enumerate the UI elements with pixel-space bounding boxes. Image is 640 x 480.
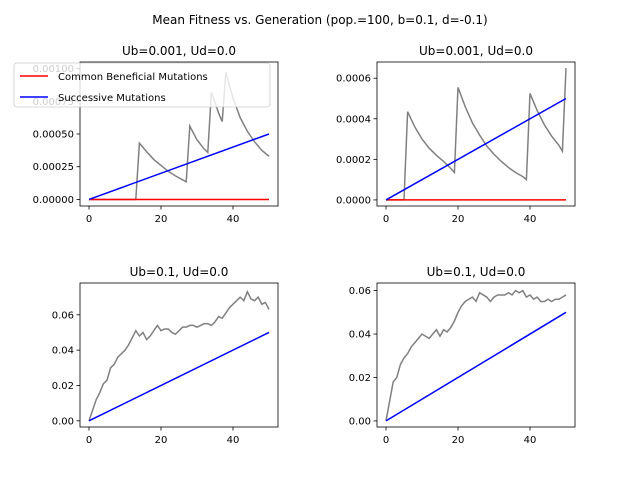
y-tick-label: 0.04 bbox=[52, 346, 74, 357]
plot-title: Ub=0.001, Ud=0.0 bbox=[419, 44, 533, 58]
y-tick-label: 0.06 bbox=[52, 310, 74, 321]
plot-title: Ub=0.001, Ud=0.0 bbox=[122, 44, 236, 58]
x-tick-label: 40 bbox=[227, 435, 240, 446]
axes-frame bbox=[376, 282, 576, 428]
plot-2: Ub=0.001, Ud=0.0 0 20 40 0.0000 0.0002 0.0004 0… bbox=[336, 44, 576, 225]
x-tick-label: 20 bbox=[452, 214, 465, 225]
x-tick-label: 20 bbox=[155, 435, 168, 446]
mean-fitness-line bbox=[385, 289, 567, 422]
legend-label: Successive Mutations bbox=[58, 93, 166, 104]
y-tick-label: 0.00050 bbox=[33, 130, 74, 141]
x-tick-label: 0 bbox=[383, 435, 389, 446]
x-tick-label: 40 bbox=[227, 214, 240, 225]
x-tick-label: 0 bbox=[86, 214, 92, 225]
plot-4: Ub=0.1, Ud=0.0 0 20 40 0.00 0.02 0.04 0.06 bbox=[349, 265, 576, 446]
y-tick-label: 0.00025 bbox=[33, 162, 74, 173]
legend: Common Beneficial Mutations Successive Mu… bbox=[13, 62, 271, 108]
mean-fitness-line bbox=[386, 68, 567, 201]
axes-frame bbox=[79, 282, 279, 428]
y-tick-label: 0.0002 bbox=[336, 155, 371, 166]
y-tick-label: 0.02 bbox=[52, 381, 74, 392]
axes-frame bbox=[376, 61, 576, 207]
successive-mutations-line bbox=[88, 133, 270, 201]
mean-fitness-line bbox=[88, 290, 270, 422]
y-tick-label: 0.0004 bbox=[336, 114, 371, 125]
mean-fitness-line bbox=[89, 72, 270, 201]
x-tick-label: 0 bbox=[86, 435, 92, 446]
y-tick-label: 0.02 bbox=[349, 373, 371, 384]
x-tick-label: 20 bbox=[155, 214, 168, 225]
y-tick-label: 0.04 bbox=[349, 330, 371, 341]
y-tick-label: 0.0000 bbox=[336, 195, 371, 206]
figure-suptitle: Mean Fitness vs. Generation (pop.=100, b… bbox=[152, 13, 487, 27]
legend-box bbox=[13, 62, 271, 108]
plot-3: Ub=0.1, Ud=0.0 0 20 40 0.00 0.02 0.04 0.06 bbox=[52, 265, 279, 446]
legend-label: Common Beneficial Mutations bbox=[58, 72, 208, 83]
x-tick-label: 20 bbox=[452, 435, 465, 446]
y-tick-label: 0.00000 bbox=[33, 195, 74, 206]
plot-title: Ub=0.1, Ud=0.0 bbox=[427, 265, 526, 279]
successive-mutations-line bbox=[385, 97, 567, 201]
y-tick-label: 0.00 bbox=[52, 416, 74, 427]
successive-mutations-line bbox=[385, 311, 567, 422]
x-tick-label: 0 bbox=[383, 214, 389, 225]
y-tick-label: 0.0006 bbox=[336, 74, 371, 85]
y-tick-label: 0.00 bbox=[349, 416, 371, 427]
plot-1: Ub=0.001, Ud=0.0 0 20 40 0.00000 0.00025 0.000… bbox=[13, 44, 279, 225]
successive-mutations-line bbox=[88, 331, 270, 422]
x-tick-label: 40 bbox=[524, 214, 537, 225]
plot-title: Ub=0.1, Ud=0.0 bbox=[130, 265, 229, 279]
y-tick-label: 0.06 bbox=[349, 286, 371, 297]
x-tick-label: 40 bbox=[524, 435, 537, 446]
